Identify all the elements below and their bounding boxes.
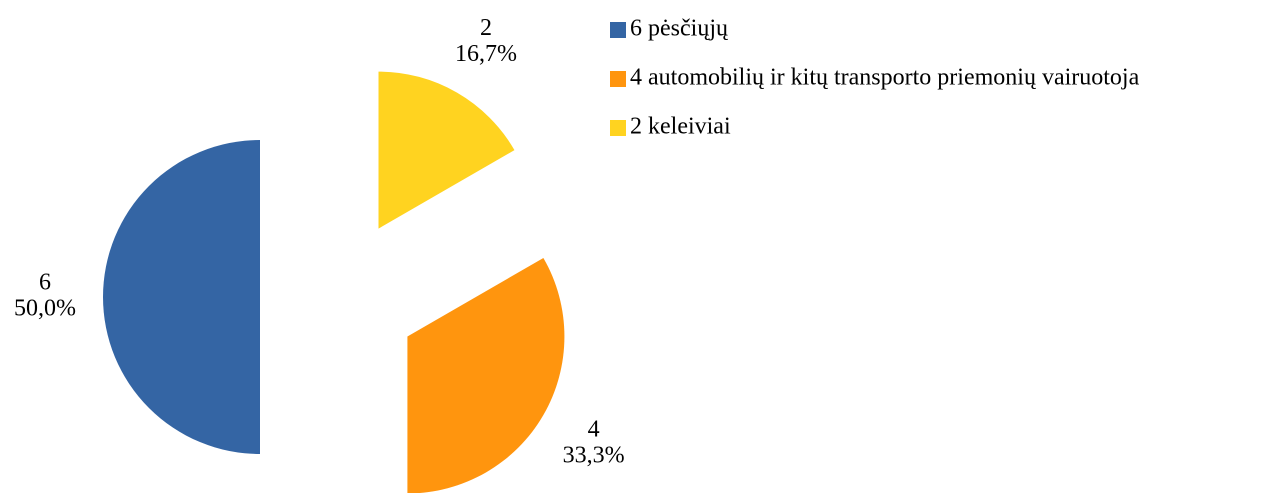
legend-label: 6 pėsčiųjų (630, 16, 729, 42)
pie-slice (378, 71, 515, 229)
slice-value-label: 2 (480, 15, 492, 41)
slice-value-label: 4 (588, 417, 600, 443)
slice-percent-label: 33,3% (563, 443, 625, 469)
legend-swatch (610, 71, 626, 87)
slice-value-label: 6 (39, 270, 51, 296)
slice-percent-label: 16,7% (455, 41, 517, 67)
pie-slice (103, 140, 260, 454)
legend-label: 4 automobilių ir kitų transporto priemon… (630, 65, 1140, 91)
legend-swatch (610, 22, 626, 38)
slice-percent-label: 50,0% (14, 296, 76, 322)
legend-swatch (610, 120, 626, 136)
pie-slice (407, 258, 565, 493)
legend-label: 2 keleiviai (630, 114, 731, 140)
